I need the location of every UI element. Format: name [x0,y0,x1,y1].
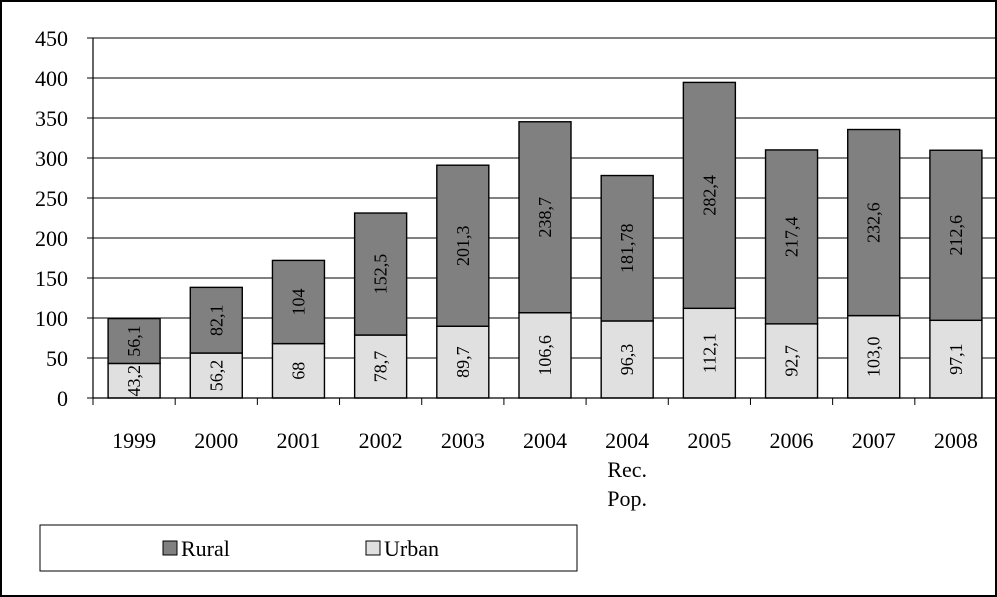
legend: Rural Urban [39,524,578,572]
bar-rural [189,286,243,354]
bar-urban [764,323,819,399]
data-label-rural: 238,7 [535,197,555,238]
bar-rural [353,212,408,336]
y-tick-label: 0 [57,386,68,411]
x-tick-label: 2008 [934,428,978,453]
y-tick-label: 450 [35,26,68,51]
data-label-rural: 152,5 [371,254,391,295]
x-tick-label: 2000 [194,428,238,453]
data-label-urban: 112,1 [699,333,719,373]
x-tick-label: Pop. [607,486,647,511]
bar-urban [682,307,737,399]
bar-rural [436,164,490,327]
data-label-rural: 56,1 [124,325,144,357]
x-tick-label: 2005 [687,428,731,453]
x-tick-label: 2004 [605,428,649,453]
data-label-urban: 97,1 [946,343,966,375]
y-tick-label: 100 [35,306,68,331]
data-label-urban: 96,3 [617,344,637,376]
data-label-rural: 104 [288,289,308,316]
bar-rural [764,149,819,325]
data-label-urban: 78,7 [371,351,391,383]
x-tick-label: 2003 [441,428,485,453]
y-tick-label: 250 [35,186,68,211]
data-label-rural: 282,4 [699,175,719,216]
x-tick-label: 2007 [852,428,896,453]
data-label-rural: 217,4 [782,217,802,258]
y-tick-label: 200 [35,226,68,251]
data-label-urban: 43,2 [124,365,144,397]
bar-rural [682,81,737,310]
y-tick-label: 50 [46,346,68,371]
legend-swatch-urban [365,540,381,556]
data-label-urban: 103,0 [864,337,884,378]
y-tick-label: 400 [35,66,68,91]
bar-rural [847,128,901,317]
bars [107,81,983,399]
data-label-rural: 181,78 [617,223,637,272]
legend-box [39,524,578,572]
bar-rural [600,174,654,322]
x-tick-label: Rec. [607,457,647,482]
bar-rural [929,149,983,322]
bar-rural [271,259,326,345]
y-tick-label: 350 [35,106,68,131]
data-label-urban: 106,6 [535,335,555,376]
y-tick-label: 150 [35,266,68,291]
legend-swatch-rural [162,540,178,556]
x-tick-label: 2006 [770,428,814,453]
data-label-urban: 89,7 [453,346,473,378]
x-tick-label: 2001 [276,428,320,453]
data-label-urban: 92,7 [782,345,802,377]
data-label-urban: 68 [288,362,308,380]
y-tick-label: 300 [35,146,68,171]
data-label-rural: 201,3 [453,225,473,266]
axes: 0 50 100 150 200 250 300 350 400 450 1999 2000 2001 2… [35,26,997,511]
bar-rural [518,121,572,314]
data-label-rural: 82,1 [206,304,226,336]
x-tick-label: 1999 [112,428,156,453]
data-label-rural: 232,6 [864,202,884,243]
x-tick-label: 2004 [523,428,567,453]
data-label-rural: 212,6 [946,215,966,256]
legend-label-urban: Urban [384,536,439,561]
bar-urban [847,314,901,399]
bar-rural [107,317,161,365]
x-tick-label: 2002 [359,428,403,453]
bar-urban [436,325,490,399]
legend-label-rural: Rural [181,536,230,561]
data-label-urban: 56,2 [206,360,226,392]
bar-urban [929,319,983,399]
data-labels: 43,2 56,1 56,2 82,1 68 104 78,7 152,5 89,7 201,3 1… [124,175,966,396]
